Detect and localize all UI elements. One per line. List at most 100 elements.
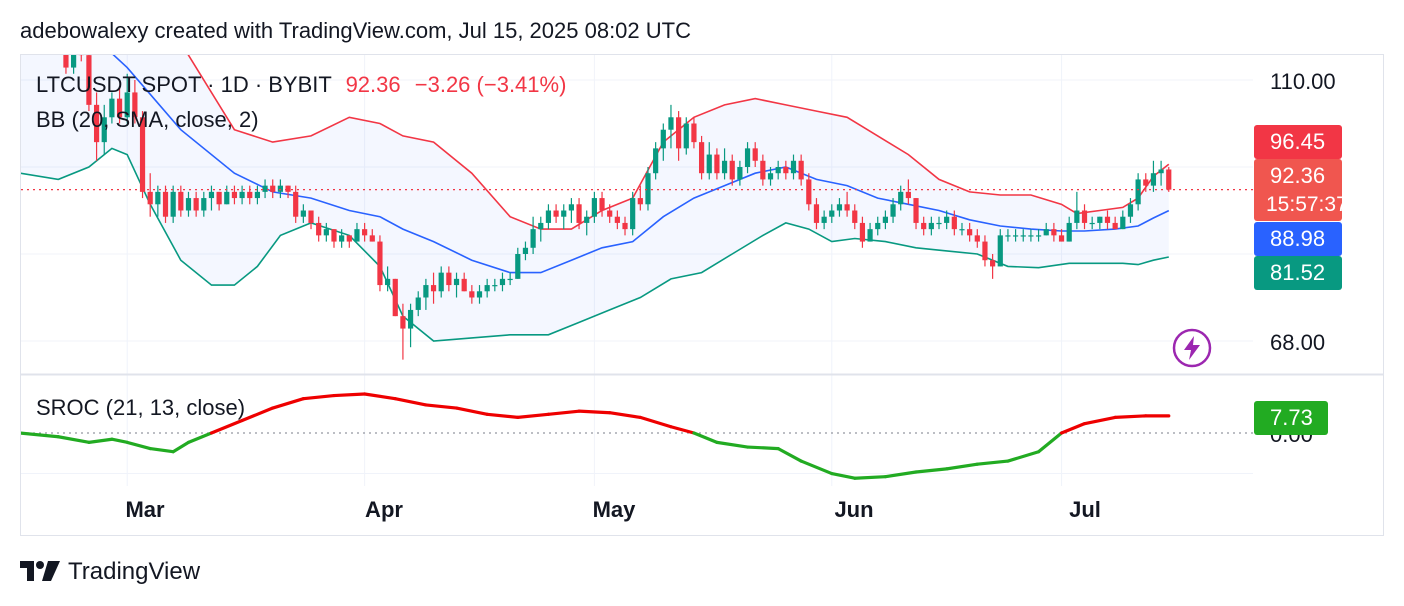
candle xyxy=(423,278,429,310)
candle xyxy=(385,266,391,292)
candle xyxy=(277,179,283,199)
candle xyxy=(790,154,797,180)
candle xyxy=(139,111,146,199)
candle xyxy=(515,247,521,279)
sroc-segment xyxy=(332,392,367,398)
candle xyxy=(1150,160,1157,192)
candle xyxy=(469,285,475,304)
candle xyxy=(132,80,138,124)
price-pane[interactable] xyxy=(17,0,1253,360)
candle xyxy=(216,191,222,211)
sroc-segment xyxy=(1113,414,1148,419)
candle xyxy=(591,191,597,223)
candles xyxy=(17,0,1172,360)
sroc-segment xyxy=(745,445,780,451)
sroc-segment xyxy=(638,415,673,429)
symbol-legend[interactable]: LTCUSDT SPOT · 1D · BYBIT 92.36 −3.26 (−… xyxy=(36,72,566,98)
chart-attribution: adebowalexy created with TradingView.com… xyxy=(20,18,691,43)
bollinger-legend[interactable]: BB (20, SMA, close, 2) xyxy=(36,107,259,132)
candle xyxy=(78,55,84,62)
sroc-segment xyxy=(853,475,887,480)
candle xyxy=(285,185,291,199)
sroc-segment xyxy=(692,431,719,444)
time-axis-tick: Jun xyxy=(834,497,874,522)
candle xyxy=(1005,229,1011,242)
candle xyxy=(300,204,306,223)
sroc-segment xyxy=(914,467,949,474)
sroc-segment xyxy=(577,409,612,415)
candle xyxy=(1120,210,1126,230)
candle xyxy=(990,254,996,279)
candle xyxy=(93,92,100,161)
candle xyxy=(1058,229,1065,242)
sroc-segment xyxy=(485,412,520,419)
candle xyxy=(438,266,444,298)
candle xyxy=(1066,216,1072,242)
sroc-segment xyxy=(209,418,244,435)
candle xyxy=(928,216,934,236)
candle xyxy=(798,154,804,186)
candle xyxy=(162,185,169,223)
sroc-legend[interactable]: SROC (21, 13, close) xyxy=(36,395,246,420)
price-axis-tick: 110.00 xyxy=(1270,69,1336,94)
candle xyxy=(882,210,888,230)
candle xyxy=(829,204,835,223)
candle xyxy=(400,303,406,360)
sroc-segment xyxy=(883,470,918,479)
candle xyxy=(116,86,123,124)
candle xyxy=(607,204,613,223)
candle xyxy=(17,0,22,12)
candle xyxy=(921,216,927,236)
sroc-segment xyxy=(301,393,336,401)
sroc-segment xyxy=(271,397,305,410)
candle xyxy=(178,185,184,217)
sroc-value-tag: 7.73 xyxy=(1254,401,1328,435)
candle xyxy=(1035,229,1042,242)
footer-brand[interactable]: TradingView xyxy=(20,558,200,586)
candle xyxy=(270,179,276,199)
candle xyxy=(1074,191,1080,230)
sroc-segment xyxy=(56,435,91,444)
candle xyxy=(599,191,605,217)
candle xyxy=(890,198,896,223)
candle xyxy=(247,185,253,205)
candle xyxy=(56,0,61,37)
candle xyxy=(430,272,437,304)
sroc-segment xyxy=(715,440,750,449)
sroc-line xyxy=(21,392,1171,480)
lightning-icon[interactable] xyxy=(1172,328,1212,368)
price-change-legend: −3.26 (−3.41%) xyxy=(414,72,567,97)
candle xyxy=(668,104,674,149)
candle xyxy=(691,117,697,149)
candle xyxy=(561,204,567,230)
footer-brand-name: TradingView xyxy=(68,558,201,585)
bollinger-basis xyxy=(112,55,1170,274)
sroc-segment xyxy=(125,440,152,451)
candle xyxy=(1104,210,1111,230)
candle xyxy=(339,229,345,248)
candle xyxy=(86,55,92,112)
sroc-pane[interactable] xyxy=(20,392,1253,480)
candle xyxy=(1028,229,1034,242)
candle xyxy=(936,216,942,230)
candle xyxy=(859,216,866,248)
sroc-segment xyxy=(945,462,979,471)
candle xyxy=(630,191,636,236)
candle xyxy=(71,55,77,74)
candle xyxy=(201,191,207,217)
time-axis-tick: Apr xyxy=(365,497,403,522)
candle xyxy=(706,142,712,180)
candle xyxy=(262,179,268,199)
candle xyxy=(109,92,115,124)
candle xyxy=(844,191,850,217)
sroc-segment xyxy=(830,471,857,480)
sroc-segment xyxy=(1059,422,1087,435)
candle xyxy=(499,272,506,292)
candle xyxy=(1020,229,1026,242)
candle xyxy=(1158,160,1164,186)
sroc-segment xyxy=(363,392,397,401)
candle xyxy=(354,222,360,242)
candle xyxy=(1112,216,1118,230)
lower-band-price-tag: 81.52 xyxy=(1254,256,1342,290)
